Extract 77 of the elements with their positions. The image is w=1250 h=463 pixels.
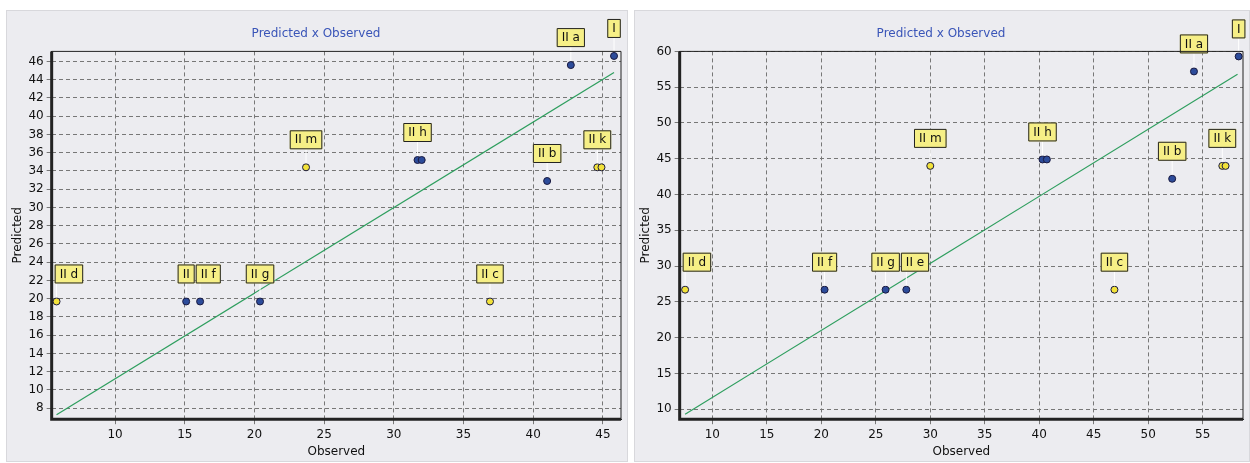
annotation: II m <box>918 131 942 146</box>
y-tick-label: 22 <box>28 272 44 287</box>
annotation: II c <box>481 266 499 281</box>
x-tick-label: 10 <box>107 426 123 441</box>
x-axis-title: Observed <box>307 443 366 458</box>
annotation: II k <box>588 132 607 147</box>
x-tick-label: 40 <box>1031 426 1047 441</box>
x-tick-label: 15 <box>759 426 775 441</box>
y-tick-label: 36 <box>28 144 44 159</box>
y-tick-label: 14 <box>28 345 44 360</box>
y-tick-label: 15 <box>656 365 672 380</box>
y-tick-label: 16 <box>28 327 44 342</box>
x-tick-label: 15 <box>177 426 193 441</box>
x-tick-label: 30 <box>386 426 402 441</box>
annotation: II b <box>537 146 557 161</box>
x-tick-label: 45 <box>1086 426 1102 441</box>
y-tick-label: 38 <box>28 126 44 141</box>
annotation: II a <box>561 30 580 45</box>
y-tick-label: 25 <box>656 293 672 308</box>
x-tick-label: 25 <box>868 426 884 441</box>
y-tick-label: 55 <box>656 79 672 94</box>
x-tick-label: 10 <box>704 426 720 441</box>
chart-title: Predicted x Observed <box>876 26 1006 41</box>
x-tick-label: 45 <box>595 426 611 441</box>
y-tick-label: 30 <box>28 199 44 214</box>
y-tick-label: 44 <box>28 71 44 86</box>
x-axis-title: Observed <box>932 443 991 458</box>
annotation: II f <box>200 266 217 281</box>
x-tick-label: 20 <box>246 426 263 441</box>
y-tick-label: 40 <box>656 186 672 201</box>
annotation: II h <box>1033 124 1052 139</box>
annotation: II c <box>1105 254 1124 269</box>
y-tick-label: 20 <box>656 329 672 344</box>
y-tick-label: 46 <box>28 53 44 68</box>
annotation: II a <box>1184 36 1204 51</box>
y-tick-label: 32 <box>28 181 44 196</box>
y-tick-label: 40 <box>28 108 44 123</box>
y-tick-label: 30 <box>656 258 672 273</box>
y-axis-title: Predicted <box>10 207 25 264</box>
annotation: I <box>612 21 616 36</box>
y-tick-label: 18 <box>28 309 44 324</box>
annotation: II b <box>1162 143 1182 158</box>
annotation: II h <box>408 125 427 140</box>
y-tick-label: 26 <box>28 236 44 251</box>
x-tick-label: 30 <box>922 426 938 441</box>
y-tick-label: 8 <box>36 400 44 415</box>
annotation: II d <box>687 254 707 269</box>
y-axis-title: Predicted <box>638 207 653 264</box>
annotation: II <box>182 266 190 281</box>
annotation: II f <box>817 254 833 269</box>
annotation: II g <box>876 254 895 269</box>
y-tick-label: 34 <box>28 163 44 178</box>
x-tick-label: 25 <box>316 426 332 441</box>
chart-title: Predicted x Observed <box>251 26 381 41</box>
x-tick-label: 35 <box>977 426 993 441</box>
x-tick-label: 40 <box>525 426 541 441</box>
annotation: II g <box>250 266 270 281</box>
y-tick-label: 45 <box>656 150 672 165</box>
x-tick-label: 20 <box>813 426 829 441</box>
y-tick-label: 42 <box>28 90 44 105</box>
y-tick-label: 60 <box>656 43 672 58</box>
annotation: II d <box>59 266 79 281</box>
y-tick-label: 10 <box>28 382 44 397</box>
y-tick-label: 28 <box>28 217 44 232</box>
y-tick-label: 24 <box>28 254 44 269</box>
y-tick-label: 10 <box>656 401 672 416</box>
annotation: I <box>1236 21 1241 36</box>
y-tick-label: 35 <box>656 222 672 237</box>
annotation: II k <box>1213 131 1232 146</box>
x-tick-label: 35 <box>455 426 472 441</box>
x-tick-label: 50 <box>1140 426 1156 441</box>
annotation: II m <box>294 132 318 147</box>
x-tick-label: 55 <box>1195 426 1211 441</box>
annotation: II e <box>905 254 925 269</box>
y-tick-label: 20 <box>28 290 44 305</box>
y-tick-label: 12 <box>28 363 44 378</box>
y-tick-label: 50 <box>656 115 672 130</box>
